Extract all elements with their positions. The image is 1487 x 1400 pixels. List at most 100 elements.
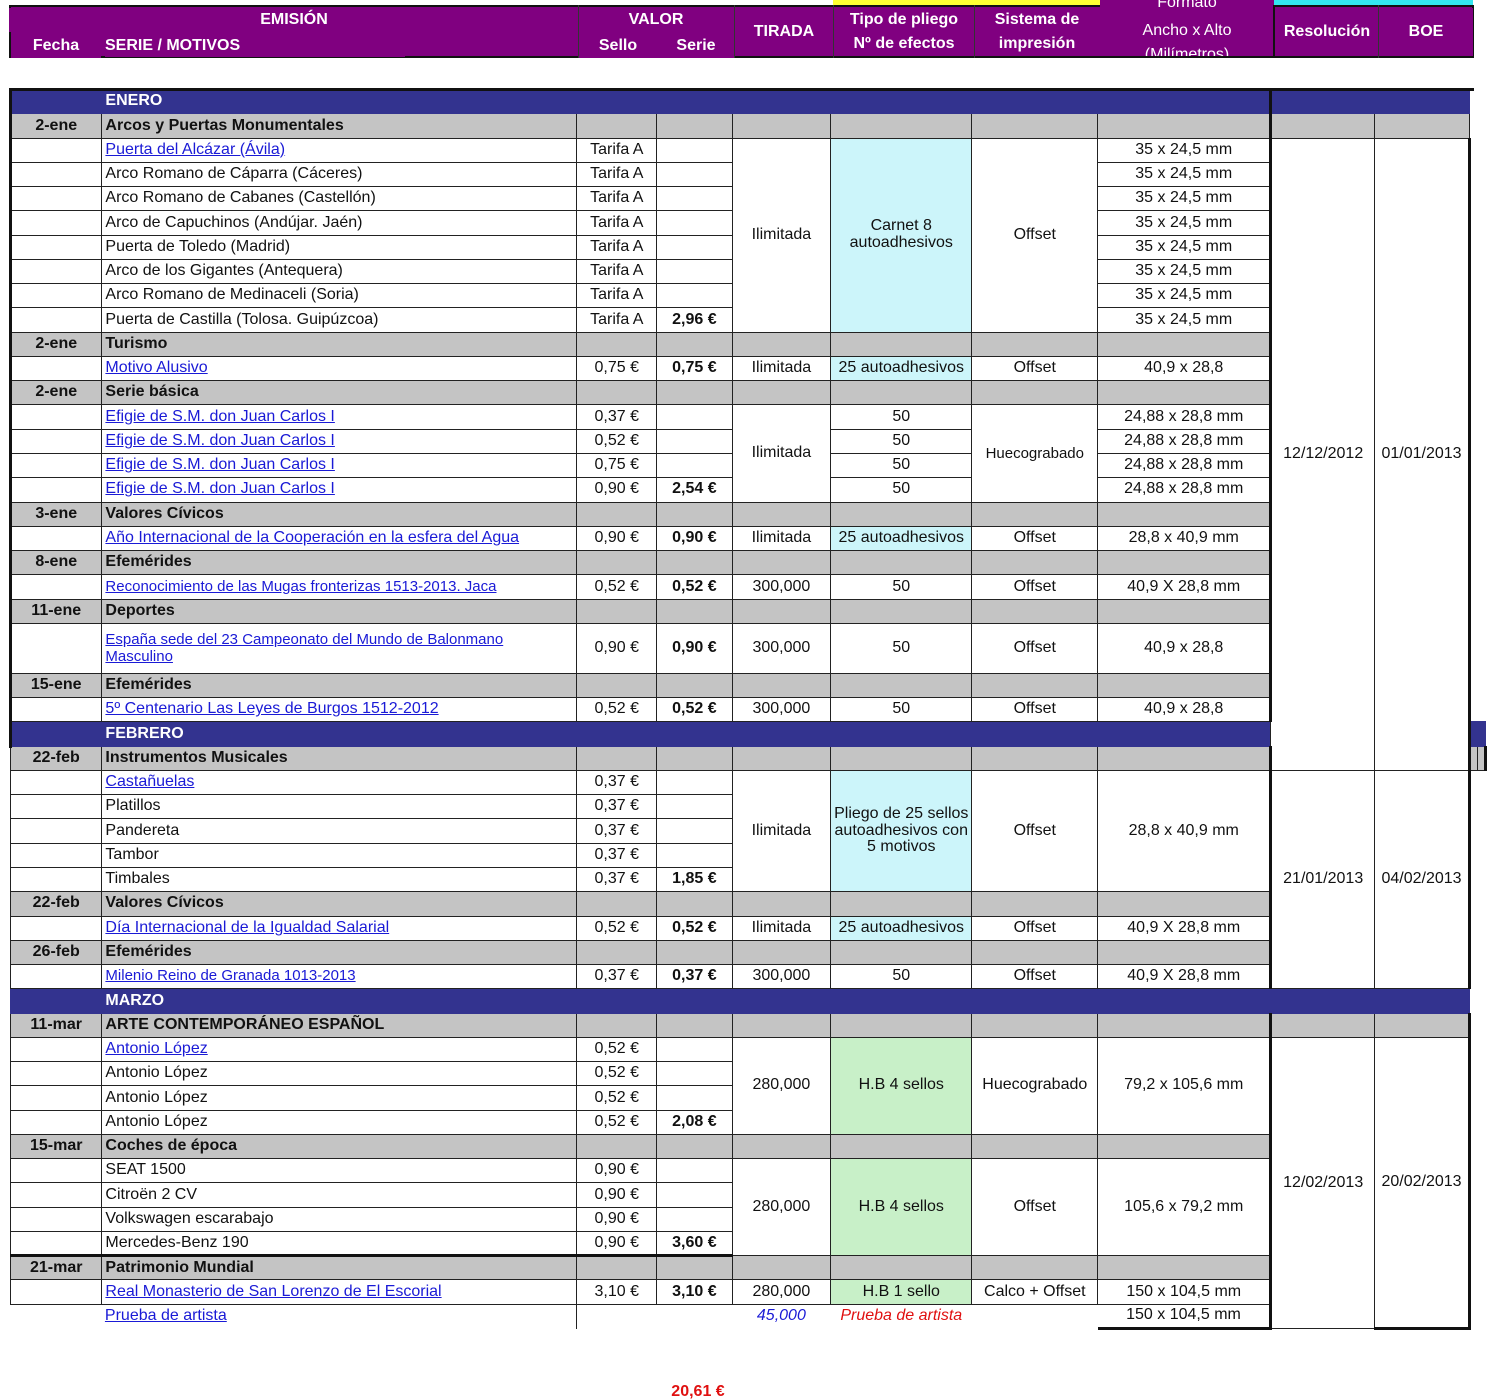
serie-total: 1,85 € [656,866,733,893]
serie-title: Deportes [101,598,578,624]
pliego-value: 25 autoadhesivos [830,355,973,382]
header-divider-1 [578,5,579,58]
stamp-link[interactable]: Milenio Reino de Granada 1013-2013 [105,967,356,985]
sistema-value: Calco + Offset [971,1279,1099,1305]
serie-total: 2,08 € [656,1109,733,1135]
formato-value: 35 x 24,5 mm [1097,234,1273,260]
stamp-name: Citroën 2 CV [101,1182,578,1208]
serie-title: ARTE CONTEMPORÁNEO ESPAÑOL [101,1012,578,1038]
stamp-name: Antonio López [101,1061,578,1087]
sello-value: 0,90 € [576,525,658,552]
pliego-line-1: Carnet 8 [870,217,932,235]
stamp-link[interactable]: Día Internacional de la Igualdad Salaria… [105,918,390,936]
stamp-link[interactable]: Antonio López [105,1040,208,1058]
serie-total: 0,52 € [656,915,733,941]
sello-value: 0,37 € [576,842,658,868]
sistema-value: Offset [971,574,1099,600]
stamp-link[interactable]: España sede del 23 Campeonato del Mundo … [105,631,504,649]
table-row: Antonio López 0,52 € [9,1061,1486,1087]
table-row: Real Monasterio de San Lorenzo de El Esc… [9,1279,1486,1305]
pliego-value: H.B 1 sello [830,1279,973,1305]
stamp-link[interactable]: Efigie de S.M. don Juan Carlos I [105,407,335,425]
stamp-link[interactable]: Reconocimiento de las Mugas fronterizas … [105,577,497,595]
pliego-value: 50 [830,452,973,479]
boe-enero: 01/01/2013 [1374,137,1471,771]
sello-value: 0,37 € [576,964,658,990]
tirada-value: 300,000 [731,697,832,723]
sello-value: Tarifa A [576,137,658,163]
fecha: 8-ene [9,550,103,576]
header-divider-2 [734,5,735,58]
group-row: 22-feb Valores Cívicos [9,891,1486,917]
table-row: España sede del 23 Campeonato del Mundo … [9,622,1486,674]
serie-total: 0,37 € [656,964,733,990]
stamp-link[interactable]: Prueba de artista [104,1307,227,1325]
header-boe: BOE [1379,8,1473,56]
table-row: Efigie de S.M. don Juan Carlos I 0,90 €2,… [9,477,1486,503]
formato-value: 35 x 24,5 mm [1097,186,1273,212]
table-row: Castañuelas 0,37 € Ilimitada Pliego de 2… [9,769,1486,990]
serie-title: Efemérides [101,672,578,699]
stamp-link[interactable]: Motivo Alusivo [105,359,208,377]
formato-value: 24,88 x 28,8 mm [1097,428,1273,454]
formato-value: 150 x 104,5 mm [1097,1279,1273,1305]
table-row: Día Internacional de la Igualdad Salaria… [9,915,1486,941]
header-divider-4 [974,5,975,58]
stamp-name: Puerta de Toledo (Madrid) [101,234,578,260]
stamp-link[interactable]: Castañuelas [105,773,195,791]
month-label: MARZO [101,988,578,1014]
header-valor: VALOR [578,8,734,32]
stamp-link[interactable]: Año Internacional de la Cooperación en l… [105,529,520,547]
sello-value: 3,10 € [576,1279,658,1305]
table-row: Arco Romano de Cabanes (Castellón) Tarifa… [9,186,1486,212]
table-row-prueba: Prueba de artista 45,000 Prueba de artis… [11,1304,1486,1331]
table-row: Mercedes-Benz 190 0,90 €3,60 € [9,1230,1486,1258]
stamp-link[interactable]: Efigie de S.M. don Juan Carlos I [105,456,335,474]
pliego-value: 50 [830,574,973,600]
table-row: Platillos 0,37 € [9,794,1486,820]
tirada-value: 280,000 [731,1036,832,1135]
stamp-link[interactable]: Efigie de S.M. don Juan Carlos I [105,480,335,498]
sello-value: 0,90 € [576,1230,658,1258]
formato-value: 40,9 x 28,8 [1097,622,1273,674]
sello-value: 0,75 € [576,355,658,382]
group-row: 21-mar Patrimonio Mundial [9,1255,1486,1281]
fecha: 15-mar [9,1133,103,1160]
sello-value: 0,37 € [576,866,658,893]
sello-value: 0,90 € [576,477,658,503]
serie-title: Instrumentos Musicales [101,745,578,771]
sello-value: 0,52 € [576,1085,658,1111]
table-row: Efigie de S.M. don Juan Carlos I 0,52 € 50… [9,428,1486,454]
stamp-link[interactable]: 5º Centenario Las Leyes de Burgos 1512-2… [105,700,439,718]
stamp-link-cont[interactable]: Masculino [105,648,173,666]
formato-value: 40,9 x 28,8 [1097,355,1273,382]
pliego-value: H.B 4 sellos [830,1036,973,1135]
fecha: 21-mar [9,1255,103,1281]
tirada-value: Ilimitada [731,915,832,941]
formato-value: 35 x 24,5 mm [1097,307,1273,333]
pliego-value: Prueba de artista [840,1307,963,1325]
top-strip-yellow [833,0,1100,5]
stamp-name: Tambor [101,842,578,868]
sistema-value: Offset [971,355,1099,382]
stamp-name: Arco de los Gigantes (Antequera) [101,258,578,285]
header-ancho-alto: Ancho x Alto [1100,20,1274,42]
serie-title: Valores Cívicos [101,501,578,527]
header-formato: Formato [1100,0,1274,14]
fecha: 2-ene [9,380,103,406]
formato-value: 28,8 x 40,9 mm [1097,769,1273,893]
stamp-link[interactable]: Puerta del Alcázar (Ávila) [105,140,286,158]
table-row: Puerta de Toledo (Madrid) Tarifa A 35 x 24… [9,234,1486,260]
fecha: 2-ene [9,331,103,357]
serie-title: Turismo [101,331,578,357]
resolucion-marzo: 12/02/2013 [1270,1036,1376,1330]
stamp-link[interactable]: Real Monasterio de San Lorenzo de El Esc… [105,1282,442,1300]
table-row: Arco Romano de Cáparra (Cáceres) Tarifa A… [9,161,1486,188]
sello-value: 0,52 € [576,1061,658,1087]
sello-value: 0,37 € [576,769,658,796]
stamp-link[interactable]: Efigie de S.M. don Juan Carlos I [105,431,335,449]
sello-value: 0,37 € [576,818,658,844]
table-row: Arco Romano de Medinaceli (Soria) Tarifa … [9,283,1486,309]
group-row: 15-mar Coches de época [9,1133,1486,1160]
pliego-value: Carnet 8 autoadhesivos [830,137,973,333]
